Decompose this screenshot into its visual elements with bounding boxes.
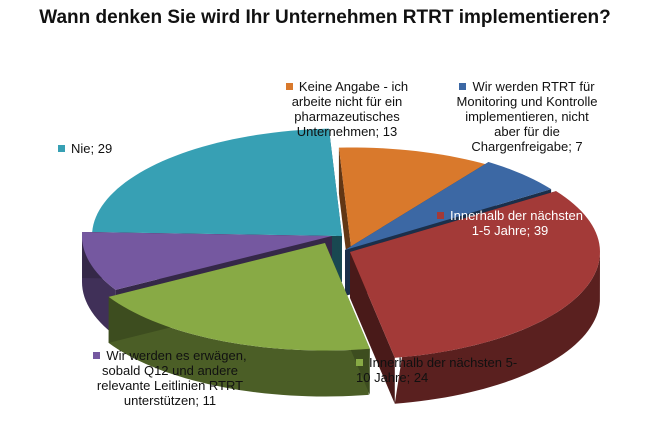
pie-slice-top	[92, 128, 342, 236]
data-label-line: pharmazeutisches	[262, 109, 432, 124]
data-label-erwaegen-q12: Wir werden es erwägen, sobald Q12 und and…	[75, 348, 265, 408]
data-label-text: 1-5 Jahre; 39	[471, 223, 549, 238]
data-label-text: Wir werden es erwägen,	[106, 348, 247, 363]
data-label-nie: Nie; 29	[58, 141, 148, 156]
data-label-line: aber für die	[437, 124, 617, 139]
pie-slice-side	[394, 252, 600, 404]
pie-slice-side	[82, 236, 116, 336]
pie-slice-top	[350, 191, 600, 358]
data-label-text: unterstützen; 11	[123, 393, 217, 408]
data-label-text: implementieren, nicht	[465, 109, 589, 124]
data-label-line: Innerhalb der nächsten 5-	[356, 355, 546, 370]
pie-slice-side	[108, 297, 370, 397]
data-label-line: 1-5 Jahre; 39	[430, 223, 590, 238]
data-label-line: 10 Jahre; 24	[356, 370, 546, 385]
data-label-text: Monitoring und Kontrolle	[456, 94, 598, 109]
data-label-1-5-jahre: Innerhalb der nächsten 1-5 Jahre; 39	[430, 208, 590, 238]
pie-slice-1-5-jahre	[350, 191, 600, 404]
data-label-text: aber für die	[494, 124, 560, 139]
data-label-text: 10 Jahre; 24	[356, 370, 429, 385]
data-label-line: Innerhalb der nächsten	[430, 208, 590, 223]
data-label-line: Wir werden RTRT für	[437, 79, 617, 94]
data-label-text: Unternehmen; 13	[296, 124, 398, 139]
pie-slice-top	[338, 147, 496, 255]
data-label-line: Unternehmen; 13	[262, 124, 432, 139]
data-label-5-10-jahre: Innerhalb der nächsten 5- 10 Jahre; 24	[356, 355, 546, 385]
legend-marker	[437, 212, 444, 219]
legend-marker	[58, 145, 65, 152]
data-label-text: relevante Leitlinien RTRT	[96, 378, 244, 393]
data-label-text: pharmazeutisches	[294, 109, 400, 124]
legend-marker	[356, 359, 363, 366]
legend-marker	[285, 83, 293, 90]
legend-marker	[93, 352, 101, 359]
legend-marker	[459, 83, 467, 90]
chart-title: Wann denken Sie wird Ihr Unternehmen RTR…	[39, 7, 611, 28]
data-label-keine-angabe: Keine Angabe - ich arbeite nicht für ein p…	[262, 79, 432, 139]
pie-slice-top	[82, 232, 332, 290]
data-label-monitoring-kontrolle: Wir werden RTRT für Monitoring und Kontro…	[437, 79, 617, 154]
data-label-line: Wir werden es erwägen,	[75, 348, 265, 363]
pie-slice-top	[108, 243, 370, 351]
pie-slice-5-10-jahre	[108, 243, 370, 397]
data-label-line: unterstützen; 11	[75, 393, 265, 408]
data-label-line: arbeite nicht für ein	[262, 94, 432, 109]
data-label-text: sobald Q12 und andere	[102, 363, 238, 378]
data-label-text: Keine Angabe - ich	[298, 79, 409, 94]
data-label-text: Nie; 29	[71, 141, 113, 156]
data-label-line: Keine Angabe - ich	[262, 79, 432, 94]
data-label-line: Chargenfreigabe; 7	[437, 139, 617, 154]
data-label-text: Innerhalb der nächsten 5-	[369, 355, 518, 370]
pie-slice-top	[345, 161, 552, 250]
data-label-line: relevante Leitlinien RTRT	[75, 378, 265, 393]
pie-slice-face	[350, 252, 395, 404]
data-label-line: sobald Q12 und andere	[75, 363, 265, 378]
data-label-text: Innerhalb der nächsten	[450, 208, 583, 223]
data-label-text: Wir werden RTRT für	[472, 79, 595, 94]
data-label-text: Chargenfreigabe; 7	[471, 139, 583, 154]
data-label-text: arbeite nicht für ein	[291, 94, 403, 109]
data-label-line: implementieren, nicht	[437, 109, 617, 124]
data-label-line: Monitoring und Kontrolle	[437, 94, 617, 109]
data-label-line: Nie; 29	[58, 141, 148, 156]
